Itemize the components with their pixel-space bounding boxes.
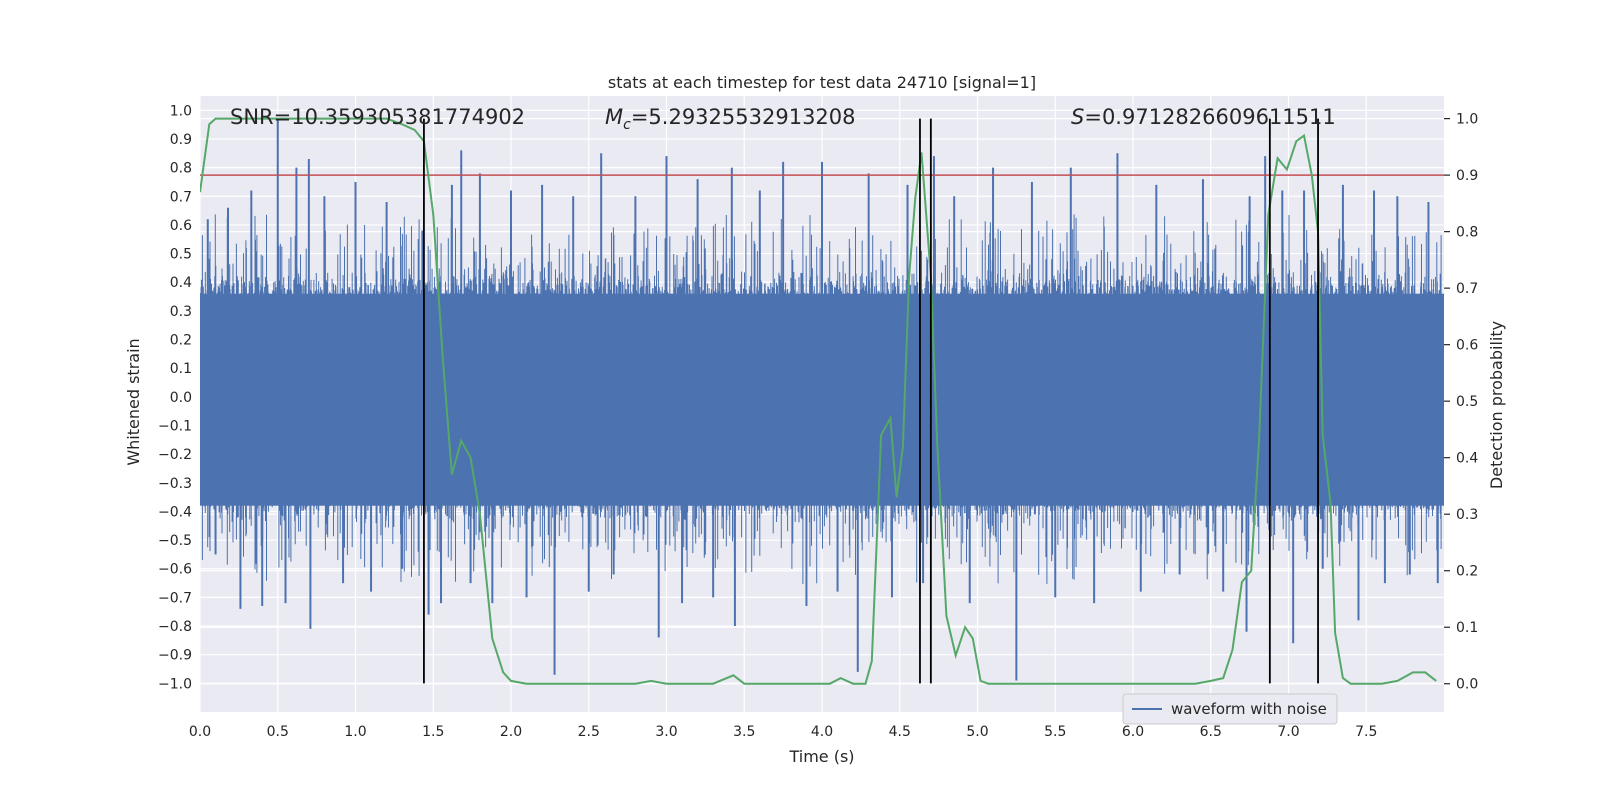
x-tick-label: 7.0 [1277,724,1299,740]
detection-probability-line [200,117,1437,685]
s-symbol: S [1071,105,1084,129]
x-tick-label: 5.0 [966,724,988,740]
y-left-tick-label: −0.4 [158,504,192,520]
y-left-tick-label: −0.8 [158,619,192,635]
y-right-tick-label: 0.3 [1456,507,1478,523]
x-tick-label: 6.0 [1122,724,1144,740]
y-right-tick-label: 0.1 [1456,620,1478,636]
y-right-tick-label: 0.9 [1456,168,1478,184]
s-value: =0.9712826609611511 [1084,105,1335,129]
y-left-tick-label: 0.2 [170,333,192,349]
y-right-tick-label: 0.5 [1456,394,1478,410]
x-axis-ticks: 0.0 0.5 1.0 1.5 2.0 2.5 3.0 3.5 4.0 4.5 5.0 5.5 6.0 6… [189,724,1378,740]
x-tick-label: 2.5 [578,724,600,740]
y-left-tick-label: 0.1 [170,361,192,377]
x-tick-label: 6.5 [1200,724,1222,740]
legend-label: waveform with noise [1171,700,1327,718]
y-right-tick-label: 0.6 [1456,338,1478,354]
x-tick-label: 7.5 [1355,724,1377,740]
x-tick-label: 3.0 [655,724,677,740]
y-right-tick-label: 0.8 [1456,225,1478,241]
chirp-mass-annotation: Mc=5.29325532913208 [605,105,856,133]
y-left-tick-label: −0.2 [158,447,192,463]
s-annotation: S=0.9712826609611511 [1071,105,1336,129]
x-tick-label: 4.0 [811,724,833,740]
snr-annotation: SNR=10.359305381774902 [230,105,525,129]
chirp-mass-value: =5.29325532913208 [631,105,856,129]
y-left-tick-label: 0.9 [170,132,192,148]
y-left-tick-label: −0.5 [158,533,192,549]
y-left-axis-ticks: 1.0 0.9 0.8 0.7 0.6 0.5 0.4 0.3 0.2 0.1 0.0 −0.1 −0.… [158,103,192,692]
y-left-tick-label: 0.0 [170,390,192,406]
x-tick-label: 5.5 [1044,724,1066,740]
x-tick-label: 1.5 [422,724,444,740]
y-right-tick-label: 0.2 [1456,564,1478,580]
y-right-axis-label: Detection probability [1487,321,1506,489]
x-tick-label: 4.5 [889,724,911,740]
y-right-tick-label: 1.0 [1456,112,1478,128]
y-left-tick-label: −0.1 [158,418,192,434]
y-right-tick-label: 0.0 [1456,677,1478,693]
y-left-tick-label: 0.6 [170,218,192,234]
y-left-tick-label: −0.3 [158,476,192,492]
y-left-axis-label: Whitened strain [124,338,143,465]
y-right-tick-label: 0.7 [1456,281,1478,297]
y-left-tick-label: −0.9 [158,648,192,664]
y-left-tick-label: 0.3 [170,304,192,320]
x-tick-label: 2.0 [500,724,522,740]
y-left-tick-label: −0.6 [158,562,192,578]
x-tick-label: 1.0 [344,724,366,740]
y-right-tick-label: 0.4 [1456,451,1478,467]
y-left-tick-label: 0.4 [170,275,192,291]
detection-probability-series [200,117,1437,685]
vertical-markers [423,118,1319,684]
y-right-axis-ticks: 1.0 0.9 0.8 0.7 0.6 0.5 0.4 0.3 0.2 0.1 0.0 [1444,112,1478,693]
y-left-tick-label: 0.8 [170,161,192,177]
x-axis-label: Time (s) [788,747,854,766]
chirp-mass-symbol: M [605,105,623,129]
y-left-tick-label: 0.5 [170,247,192,263]
legend-box [1122,693,1338,725]
y-left-tick-label: 1.0 [170,103,192,119]
legend: waveform with noise [1122,693,1338,725]
chirp-mass-subscript: c [623,117,631,133]
x-tick-label: 0.5 [267,724,289,740]
y-left-tick-label: −0.7 [158,590,192,606]
y-left-tick-label: 0.7 [170,189,192,205]
waveform-series [200,118,1444,681]
chart-title: stats at each timestep for test data 247… [608,73,1036,92]
y-left-tick-label: −1.0 [158,676,192,692]
x-tick-label: 3.5 [733,724,755,740]
x-tick-label: 0.0 [189,724,211,740]
